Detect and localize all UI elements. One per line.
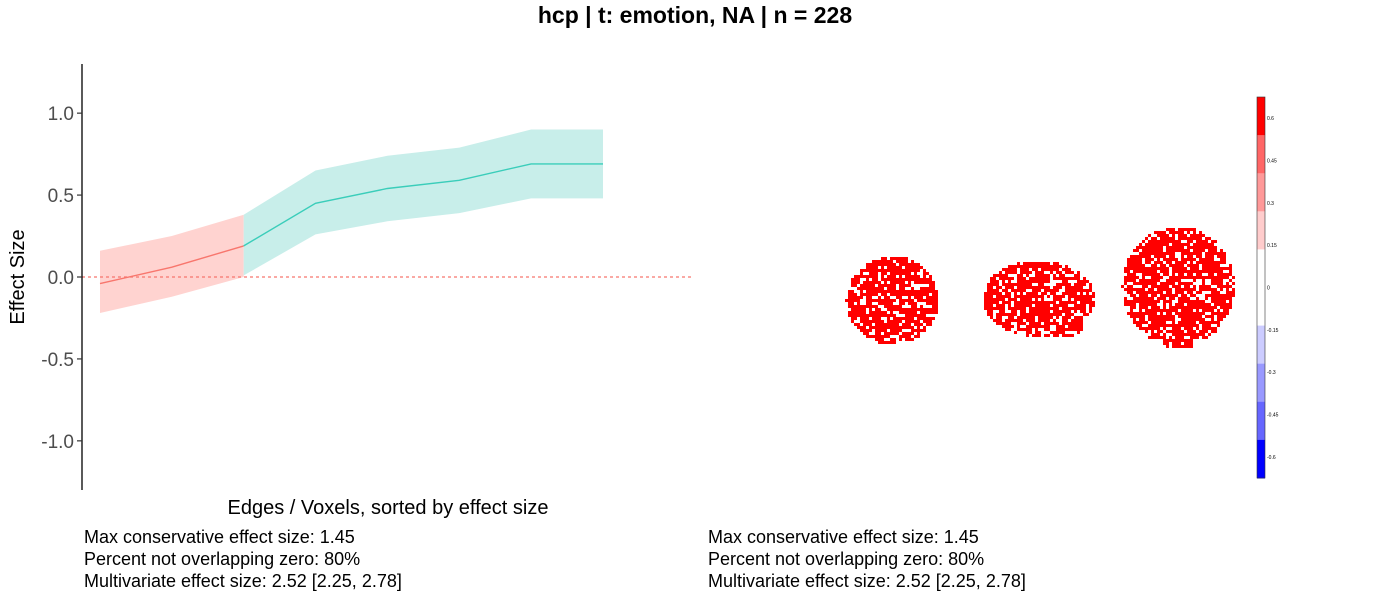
brain-view-axial-voxels bbox=[845, 257, 938, 344]
brain-view-sagittal-voxels bbox=[984, 262, 1095, 337]
colorbar-segment bbox=[1257, 173, 1265, 212]
stats-left: Max conservative effect size: 1.45 Perce… bbox=[84, 526, 402, 592]
max-conservative-effect-right: Max conservative effect size: 1.45 bbox=[708, 527, 979, 547]
effect-size-chart: -1.0 -0.5 0.0 0.5 1.0 Effect Size Edges / Voxe… bbox=[7, 64, 692, 519]
max-conservative-effect-left: Max conservative effect size: 1.45 bbox=[84, 527, 355, 547]
colorbar-label: 0 bbox=[1267, 286, 1270, 292]
colorbar-segment bbox=[1257, 401, 1265, 441]
colorbar-label: -0.6 bbox=[1267, 455, 1276, 461]
brain-view-coronal bbox=[1121, 228, 1235, 348]
colorbar-segment bbox=[1257, 249, 1265, 288]
colorbar-segment bbox=[1257, 211, 1265, 250]
colorbar-label: 0.3 bbox=[1267, 201, 1274, 207]
colorbar-segment bbox=[1257, 439, 1265, 479]
y-tick-label: 0.5 bbox=[48, 186, 74, 207]
y-tick-label: -1.0 bbox=[41, 432, 74, 453]
multivariate-effect-left: Multivariate effect size: 2.52 [2.25, 2.… bbox=[84, 571, 402, 591]
y-tick-label: 1.0 bbox=[48, 104, 74, 125]
y-axis-title: Effect Size bbox=[7, 229, 29, 324]
colorbar-label: 0.15 bbox=[1267, 243, 1277, 249]
colorbar-segment bbox=[1257, 363, 1265, 403]
percent-not-overlapping-right: Percent not overlapping zero: 80% bbox=[708, 549, 985, 569]
colorbar-segment bbox=[1257, 325, 1265, 365]
colorbar: 0.6 0.45 0.3 0.15 0 -0.15 -0.3 -0.45 -0.6 bbox=[1256, 96, 1279, 479]
chart-title: hcp | t: emotion, NA | n = 228 bbox=[537, 2, 853, 28]
multivariate-effect-right: Multivariate effect size: 2.52 [2.25, 2.… bbox=[708, 571, 1026, 591]
colorbar-label: -0.15 bbox=[1267, 328, 1279, 334]
ci-ribbon-series-1 bbox=[100, 214, 244, 313]
brain-view-sagittal bbox=[984, 262, 1095, 337]
colorbar-label: 0.45 bbox=[1267, 159, 1277, 165]
y-tick-label: -0.5 bbox=[41, 350, 74, 371]
colorbar-segment bbox=[1257, 287, 1265, 327]
percent-not-overlapping-left: Percent not overlapping zero: 80% bbox=[84, 549, 361, 569]
stats-right: Max conservative effect size: 1.45 Perce… bbox=[708, 526, 1026, 592]
effect-line-series-1 bbox=[99, 245, 244, 285]
effect-line-series-2 bbox=[243, 163, 603, 247]
brain-view-axial bbox=[845, 257, 938, 344]
x-axis-title: Edges / Voxels, sorted by effect size bbox=[228, 497, 549, 519]
brain-view-coronal-voxels bbox=[1121, 228, 1235, 348]
colorbar-label: -0.3 bbox=[1267, 370, 1276, 376]
colorbar-segment bbox=[1257, 97, 1265, 136]
ci-ribbon-series-2 bbox=[243, 129, 603, 276]
colorbar-label: 0.6 bbox=[1267, 116, 1274, 122]
colorbar-label: -0.45 bbox=[1267, 413, 1279, 419]
colorbar-segment bbox=[1257, 135, 1265, 174]
colorbar-border bbox=[1256, 96, 1266, 479]
y-tick-label: 0.0 bbox=[48, 268, 74, 289]
